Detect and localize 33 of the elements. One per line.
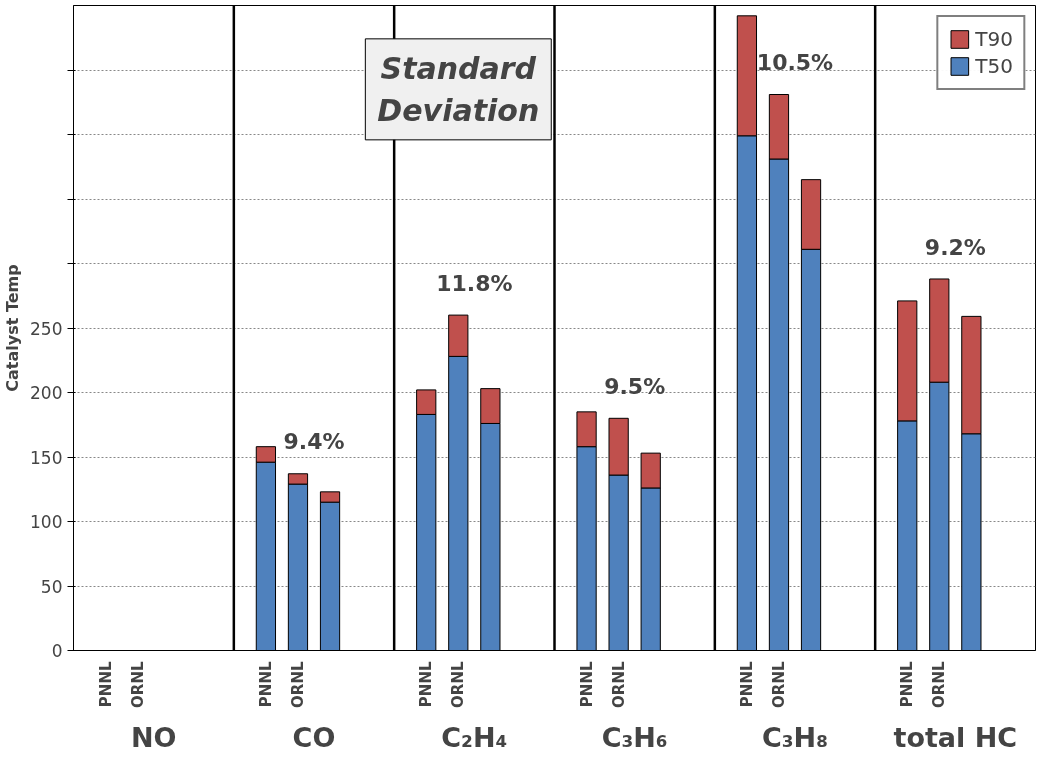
legend-label: T90 (975, 27, 1013, 51)
x-tick-label: ORNL (128, 661, 147, 708)
annotation: 9.5% (604, 373, 666, 399)
text: C₃H₆ (601, 721, 668, 753)
text: CO (292, 721, 336, 753)
x-tick-label: ORNL (288, 661, 307, 708)
x-tick-label: ORNL (769, 661, 788, 708)
y-tick-label: 0 (51, 641, 63, 661)
y-tick-label: 200 (30, 383, 63, 403)
text: C₃H₈ (761, 721, 829, 753)
text: C₂H₄ (441, 721, 508, 753)
x-tick-label: ORNL (930, 661, 949, 708)
x-tick-label: PNNL (417, 661, 436, 708)
annotation: 9.2% (924, 234, 986, 260)
x-tick-label: PNNL (256, 661, 275, 708)
y-tick-label: 50 (40, 576, 63, 597)
x-tick-label: PNNL (96, 661, 115, 708)
x-tick-label: ORNL (609, 661, 628, 708)
annotation: 9.4% (283, 429, 345, 455)
legend-label: T50 (975, 54, 1013, 78)
y-tick-label: 150 (30, 447, 63, 468)
x-tick-label: PNNL (737, 661, 756, 708)
x-tick-label: PNNL (577, 661, 596, 708)
annotation: 10.5% (756, 50, 834, 76)
x-tick-label: PNNL (898, 661, 917, 708)
y-axis-title: Catalyst Temp (3, 264, 23, 392)
annotation: 11.8% (436, 270, 513, 296)
annotation: Standard Deviation (377, 50, 540, 128)
x-tick-label: ORNL (449, 661, 468, 708)
text: total HC (893, 721, 1018, 753)
text: NO (130, 721, 177, 753)
y-tick-label: 100 (30, 512, 63, 532)
y-tick-label: 250 (30, 318, 63, 339)
